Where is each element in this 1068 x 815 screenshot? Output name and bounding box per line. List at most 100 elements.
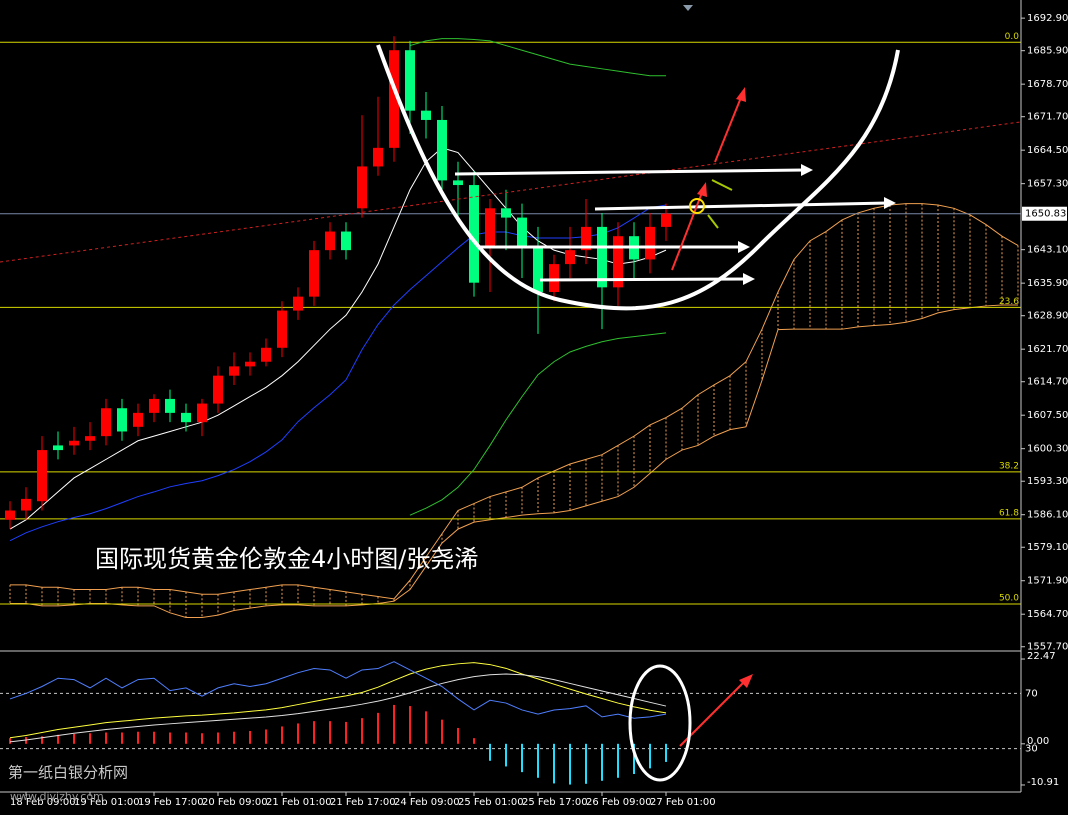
- histogram-bar: [553, 743, 555, 784]
- histogram-bar: [409, 706, 411, 744]
- y-tick-label: 1586.10: [1027, 510, 1068, 521]
- histogram-bar: [41, 736, 43, 744]
- indicator-line: [9, 673, 667, 743]
- candle-body: [229, 366, 239, 376]
- arrow: [714, 94, 743, 163]
- histogram-bar: [313, 721, 315, 744]
- y-tick-label: 0.00: [1027, 736, 1049, 747]
- x-tick-label: 20 Feb 09:00: [202, 797, 268, 808]
- histogram-bar: [137, 731, 139, 744]
- x-tick-label: 24 Feb 09:00: [394, 797, 460, 808]
- histogram-bar: [665, 743, 667, 762]
- y-tick-label: 1621.70: [1027, 344, 1068, 355]
- y-tick-label: 1571.90: [1027, 576, 1068, 587]
- candle-body: [453, 180, 463, 186]
- y2-tick-label: 30: [1025, 744, 1038, 755]
- arrow: [679, 679, 747, 747]
- histogram-bar: [457, 727, 459, 744]
- candle-body: [213, 375, 223, 404]
- cloud-edge: [10, 304, 1018, 618]
- y-tick-label: 1635.90: [1027, 278, 1068, 289]
- arrowhead: [738, 241, 750, 253]
- x-tick-label: 27 Feb 01:00: [650, 797, 716, 808]
- histogram-bar: [9, 738, 11, 744]
- x-tick-label: 19 Feb 01:00: [74, 797, 140, 808]
- candle-body: [37, 450, 47, 502]
- indicator-line: [409, 38, 666, 77]
- candle-body: [357, 166, 367, 209]
- level-label: 23.6: [999, 297, 1019, 307]
- candle-body: [309, 250, 319, 297]
- x-tick-label: 19 Feb 17:00: [138, 797, 204, 808]
- histogram-bar: [633, 743, 635, 774]
- indicator-line: [9, 204, 667, 542]
- histogram-bar: [297, 723, 299, 744]
- histogram-bar: [73, 734, 75, 744]
- y-tick-label: 1692.90: [1027, 13, 1068, 24]
- arrowhead: [884, 197, 896, 209]
- level-label: 38.2: [999, 461, 1019, 471]
- candle-body: [21, 498, 31, 511]
- y-tick-label: 1614.70: [1027, 377, 1068, 388]
- histogram-bar: [105, 732, 107, 744]
- candle-body: [325, 231, 335, 251]
- level-label: 61.8: [999, 508, 1019, 518]
- candle-body: [437, 119, 447, 181]
- x-tick-label: 18 Feb 09:00: [10, 797, 76, 808]
- candle-body: [261, 347, 271, 362]
- indicator-line: [9, 147, 667, 530]
- histogram-bar: [473, 738, 475, 744]
- candle-body: [501, 208, 511, 218]
- watermark: 第一纸白银分析网: [8, 764, 128, 782]
- arrow: [671, 189, 704, 271]
- y-tick-label: 1671.70: [1027, 112, 1068, 123]
- histogram-bar: [233, 731, 235, 744]
- small-arrows: [707, 179, 733, 229]
- arrow: [539, 277, 747, 282]
- histogram-bar: [265, 729, 267, 744]
- histogram-bar: [425, 711, 427, 744]
- chart-annotation: 国际现货黄金伦敦金4小时图/张尧浠: [95, 545, 478, 573]
- arrow: [711, 179, 733, 191]
- candle-body: [277, 310, 287, 348]
- watermark: www.diyizhy.com: [10, 790, 104, 803]
- cup-curve: [376, 44, 900, 311]
- candle-body: [245, 361, 255, 367]
- candle-body: [421, 110, 431, 120]
- highlight-oval: [628, 664, 692, 782]
- histogram-bar: [121, 732, 123, 744]
- histogram-bar: [185, 732, 187, 744]
- histogram-bar: [393, 704, 395, 744]
- histogram-bar: [377, 712, 379, 744]
- candle-body: [645, 226, 655, 260]
- candle-body: [69, 440, 79, 446]
- histogram-bar: [201, 733, 203, 744]
- x-tick-label: 21 Feb 17:00: [330, 797, 396, 808]
- arrowhead: [743, 273, 755, 285]
- red-arrowheads: [697, 87, 753, 688]
- y-tick-label: 22.47: [1027, 651, 1056, 662]
- y-tick-label: 1685.90: [1027, 46, 1068, 57]
- y-tick-label: 1579.10: [1027, 542, 1068, 553]
- histogram-bar: [345, 721, 347, 744]
- histogram-bar: [153, 731, 155, 744]
- candle-body: [373, 147, 383, 167]
- candle-body: [85, 436, 95, 441]
- shift-marker: [683, 5, 693, 11]
- y-tick-label: -10.91: [1027, 777, 1059, 788]
- candle-body: [101, 408, 111, 437]
- indicator-line: [9, 661, 667, 719]
- histogram-bar: [281, 726, 283, 744]
- candle-body: [565, 250, 575, 265]
- x-tick-label: 21 Feb 01:00: [266, 797, 332, 808]
- candle-body: [533, 245, 543, 292]
- candle-body: [405, 50, 415, 111]
- candle-body: [389, 50, 399, 148]
- candle-body: [597, 226, 607, 288]
- plot-area: 0.0 23.6 38.2 61.8 50.0 1692.90 1685.90 1678.70…: [0, 13, 1068, 808]
- arrowhead: [801, 164, 813, 176]
- red-arrows: [671, 94, 747, 747]
- histogram-bar: [57, 734, 59, 744]
- arrow: [707, 214, 719, 229]
